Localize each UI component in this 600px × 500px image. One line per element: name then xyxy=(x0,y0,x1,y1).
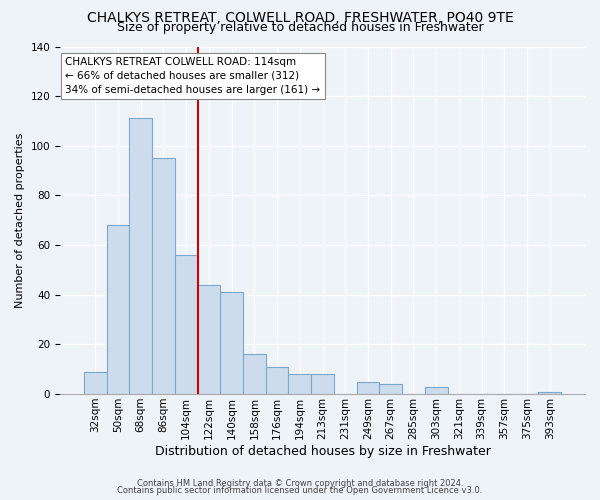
Bar xyxy=(107,225,130,394)
Text: Contains HM Land Registry data © Crown copyright and database right 2024.: Contains HM Land Registry data © Crown c… xyxy=(137,478,463,488)
Bar xyxy=(356,382,379,394)
Bar xyxy=(538,392,561,394)
Bar xyxy=(289,374,311,394)
Bar xyxy=(220,292,243,394)
Bar xyxy=(311,374,334,394)
Y-axis label: Number of detached properties: Number of detached properties xyxy=(15,132,25,308)
Bar xyxy=(379,384,402,394)
Bar xyxy=(84,372,107,394)
Bar xyxy=(152,158,175,394)
Bar xyxy=(425,386,448,394)
Bar xyxy=(197,285,220,394)
Text: CHALKYS RETREAT COLWELL ROAD: 114sqm
← 66% of detached houses are smaller (312)
: CHALKYS RETREAT COLWELL ROAD: 114sqm ← 6… xyxy=(65,57,320,95)
Bar xyxy=(130,118,152,394)
Text: CHALKYS RETREAT, COLWELL ROAD, FRESHWATER, PO40 9TE: CHALKYS RETREAT, COLWELL ROAD, FRESHWATE… xyxy=(86,11,514,25)
Text: Size of property relative to detached houses in Freshwater: Size of property relative to detached ho… xyxy=(116,21,484,34)
Bar xyxy=(243,354,266,394)
Bar xyxy=(266,366,289,394)
Bar xyxy=(175,255,197,394)
X-axis label: Distribution of detached houses by size in Freshwater: Distribution of detached houses by size … xyxy=(155,444,490,458)
Text: Contains public sector information licensed under the Open Government Licence v3: Contains public sector information licen… xyxy=(118,486,482,495)
